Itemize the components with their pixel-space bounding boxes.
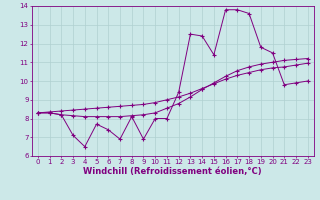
X-axis label: Windchill (Refroidissement éolien,°C): Windchill (Refroidissement éolien,°C) xyxy=(84,167,262,176)
